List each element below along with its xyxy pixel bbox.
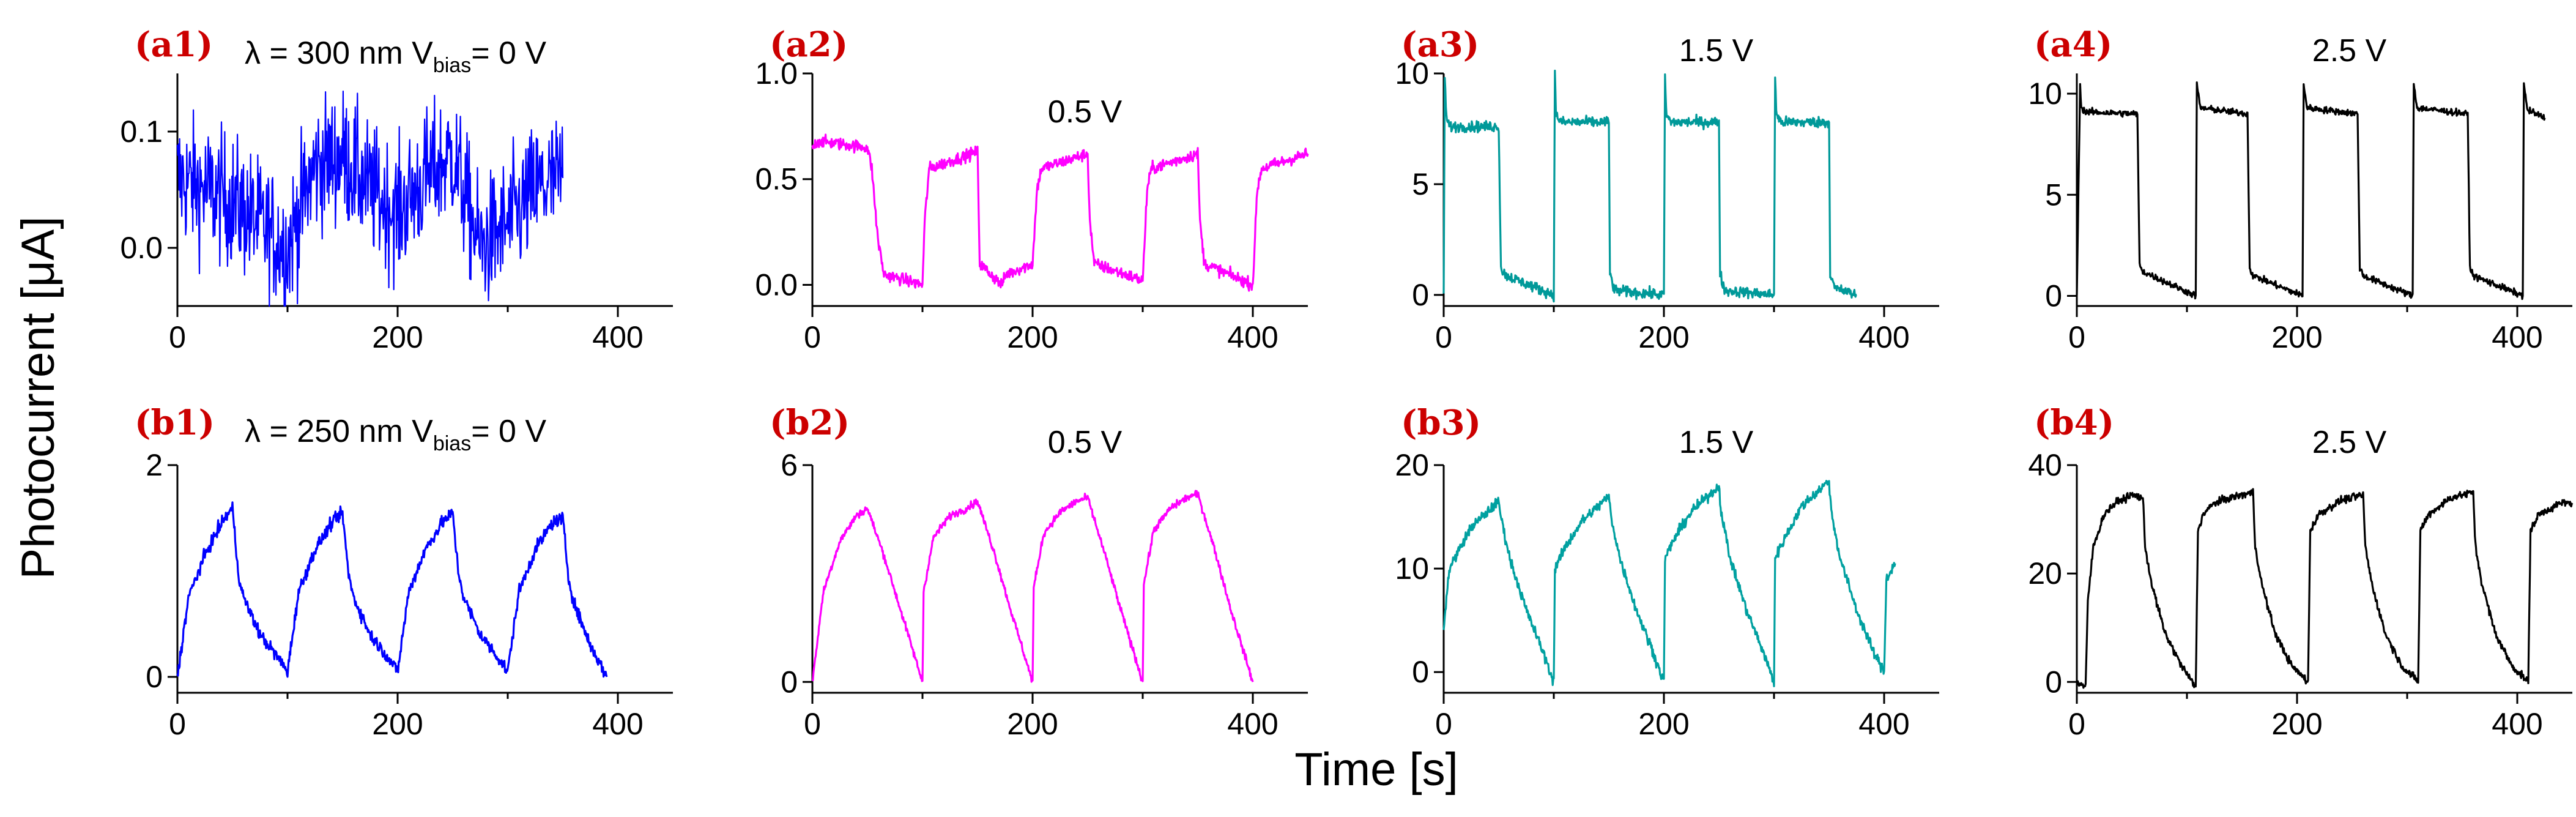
- condition-label-a2: 0.5 V: [1048, 94, 1123, 130]
- y-tick-label-a3: 0: [1412, 278, 1429, 312]
- x-tick-label-b3: 0: [1435, 707, 1452, 741]
- x-tick-label-a1: 0: [169, 320, 186, 354]
- y-tick-label-b1: 0: [146, 660, 163, 694]
- condition-wavelength: λ = 300 nm: [245, 35, 412, 71]
- panel-label-b1: (b1): [135, 403, 215, 443]
- panel-a1: (a1) λ = 300 nm Vbias= 0 V 0 200 400 0.0 0.1: [120, 24, 673, 354]
- condition-label-b1: λ = 250 nm Vbias= 0 V: [245, 414, 546, 455]
- y-tick-label-a2: 0.5: [755, 162, 798, 196]
- series-line-a4: [2076, 81, 2546, 300]
- panel-b4: (b4) 2.5 V 0 200 400 0 20 40: [2028, 403, 2574, 741]
- condition-label-a1: λ = 300 nm Vbias= 0 V: [245, 35, 546, 77]
- y-tick-label-a3: 5: [1412, 167, 1429, 201]
- y-tick-label-a4: 0: [2045, 278, 2062, 313]
- condition-label-b4: 2.5 V: [2312, 425, 2387, 460]
- x-tick-label-a2: 0: [804, 320, 821, 354]
- y-tick-label-b4: 0: [2045, 665, 2062, 699]
- series-line-b2: [811, 490, 1254, 683]
- y-tick-label-a2: 0.0: [755, 267, 798, 302]
- series-line-b3: [1442, 480, 1896, 687]
- y-tick-label-a4: 10: [2028, 76, 2062, 111]
- y-tick-label-a1: 0.0: [120, 231, 163, 265]
- panels-group: (a1) λ = 300 nm Vbias= 0 V0 200 4000.00.1(a…: [120, 24, 2574, 741]
- x-tick-label-b4: 0: [2068, 707, 2085, 741]
- panel-a4: (a4) 2.5 V 0 200 400 0 5 10: [2028, 24, 2572, 354]
- series-line-a2: [811, 133, 1309, 292]
- y-tick-label-a3: 10: [1395, 56, 1429, 91]
- x-tick-label-b3: 400: [1858, 707, 1909, 741]
- panel-label-b3: (b3): [1401, 403, 1481, 443]
- condition-bias-sub: bias: [433, 54, 471, 77]
- series-line-a1: [176, 91, 564, 307]
- y-tick-label-b3: 20: [1395, 448, 1429, 482]
- panel-b1: (b1) λ = 250 nm Vbias= 0 V 0 200 400 0 2: [135, 403, 673, 741]
- y-tick-label-b2: 0: [781, 665, 798, 699]
- y-axis-title: Photocurrent [μA]: [12, 217, 64, 580]
- series-line-b1: [176, 501, 608, 678]
- condition-bias-value: = 0 V: [471, 35, 546, 71]
- y-tick-label-b2: 6: [781, 448, 798, 482]
- condition-wavelength: λ = 250 nm: [245, 414, 412, 449]
- x-tick-label-a2: 200: [1007, 320, 1058, 354]
- x-tick-label-a4: 200: [2271, 320, 2322, 354]
- panel-label-a1: (a1): [135, 24, 213, 65]
- y-tick-label-b4: 20: [2028, 556, 2062, 591]
- panel-label-a2: (a2): [770, 24, 848, 65]
- panel-b3: (b3) 1.5 V 0 200 400 0 10 20: [1395, 403, 1939, 741]
- x-tick-label-a3: 200: [1638, 320, 1689, 354]
- x-tick-label-b4: 400: [2492, 707, 2542, 741]
- x-tick-label-b2: 0: [804, 707, 821, 741]
- x-tick-label-a2: 400: [1227, 320, 1278, 354]
- y-tick-label-a1: 0.1: [120, 114, 163, 149]
- condition-label-a4: 2.5 V: [2312, 33, 2387, 69]
- x-tick-label-a4: 0: [2068, 320, 2085, 354]
- y-tick-label-b4: 40: [2028, 448, 2062, 482]
- x-tick-label-a3: 0: [1435, 320, 1452, 354]
- x-tick-label-b1: 200: [372, 707, 423, 741]
- series-line-b4: [2076, 488, 2574, 689]
- x-tick-label-b1: 0: [169, 707, 186, 741]
- x-tick-label-a1: 400: [592, 320, 643, 354]
- x-tick-label-b4: 200: [2271, 707, 2322, 741]
- x-tick-label-b2: 400: [1227, 707, 1278, 741]
- condition-bias-value: = 0 V: [471, 414, 546, 449]
- panel-label-a4: (a4): [2034, 24, 2112, 65]
- x-axis-title: Time [s]: [1294, 744, 1458, 796]
- condition-bias-v: V: [412, 35, 433, 71]
- condition-label-a3: 1.5 V: [1679, 33, 1754, 69]
- panel-label-b2: (b2): [770, 403, 850, 443]
- y-tick-label-a4: 5: [2045, 177, 2062, 212]
- x-tick-label-a3: 400: [1858, 320, 1909, 354]
- panel-label-b4: (b4): [2034, 403, 2114, 443]
- x-tick-label-a1: 200: [372, 320, 423, 354]
- x-tick-label-a4: 400: [2492, 320, 2542, 354]
- y-tick-label-b3: 0: [1412, 655, 1429, 689]
- panel-a2: (a2) 0.5 V 0 200 400 0.0 0.5 1.0: [755, 24, 1309, 354]
- y-tick-label-a2: 1.0: [755, 56, 798, 91]
- condition-label-b3: 1.5 V: [1679, 425, 1754, 460]
- x-tick-label-b1: 400: [592, 707, 643, 741]
- x-tick-label-b2: 200: [1007, 707, 1058, 741]
- y-tick-label-b3: 10: [1395, 551, 1429, 586]
- condition-bias-sub: bias: [433, 432, 471, 455]
- panel-label-a3: (a3): [1401, 24, 1479, 65]
- x-tick-label-b3: 200: [1638, 707, 1689, 741]
- condition-bias-v: V: [412, 414, 433, 449]
- series-line-a3: [1442, 69, 1857, 303]
- y-tick-label-b1: 2: [146, 448, 163, 482]
- panel-a3: (a3) 1.5 V 0 200 400 0 5 10: [1395, 24, 1939, 354]
- panel-b2: (b2) 0.5 V 0 200 400 0 6: [770, 403, 1308, 741]
- condition-label-b2: 0.5 V: [1048, 425, 1123, 460]
